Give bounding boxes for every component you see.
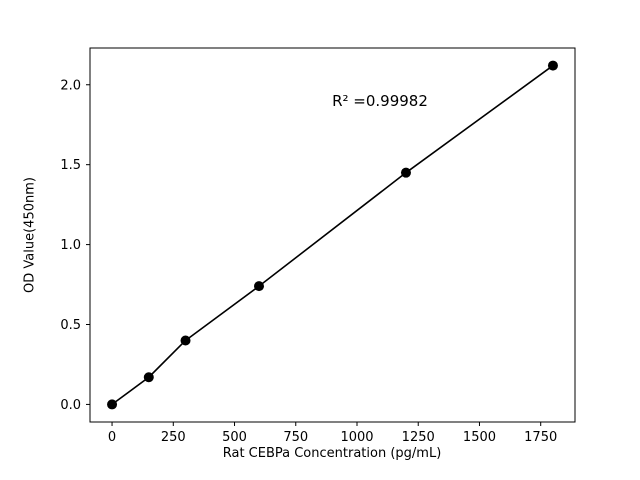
x-tick-label: 1750 [524, 430, 557, 445]
y-tick-label: 0.0 [60, 398, 81, 413]
x-axis-label: Rat CEBPa Concentration (pg/mL) [222, 446, 442, 461]
data-point [107, 399, 118, 410]
x-tick-label: 0 [108, 430, 116, 445]
y-axis-label: OD Value(450nm) [22, 177, 38, 293]
x-tick-label: 500 [222, 430, 247, 445]
trend-line [111, 64, 554, 406]
x-tick-label: 250 [161, 430, 186, 445]
x-tick-label: 1250 [402, 430, 435, 445]
r-squared-annotation: R² =0.99982 [332, 92, 428, 110]
x-tick-label: 1000 [340, 430, 373, 445]
axes-box [89, 47, 576, 423]
y-tick-label: 0.5 [60, 318, 81, 333]
data-point [547, 60, 558, 71]
y-tick-label: 1.0 [60, 238, 81, 253]
x-tick-label: 1500 [463, 430, 496, 445]
data-point [254, 281, 265, 292]
y-tick-label: 2.0 [60, 78, 81, 93]
data-point [400, 167, 411, 178]
x-tick-label: 750 [283, 430, 308, 445]
y-tick-label: 1.5 [60, 158, 81, 173]
data-point [143, 372, 154, 383]
data-point [180, 335, 191, 346]
